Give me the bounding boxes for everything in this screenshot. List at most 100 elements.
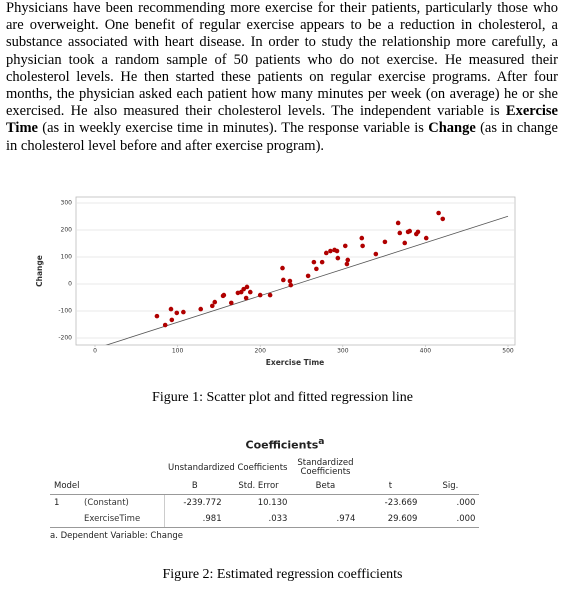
data-point [342, 243, 348, 249]
coefficients-table: Unstandardized Coefficients Standardized … [50, 458, 480, 528]
figure-caption: Figure 1: Scatter plot and fitted regres… [152, 390, 413, 405]
data-point [174, 310, 180, 316]
data-point [281, 277, 286, 283]
y-tick-label: 100 [61, 254, 73, 261]
regression-line [105, 215, 509, 345]
column-header: Std. Error [225, 477, 292, 495]
data-point [360, 243, 365, 249]
plot-area [105, 215, 509, 345]
bold-term: Change [428, 120, 476, 137]
data-point [257, 292, 263, 298]
data-point [241, 286, 246, 292]
table-cell: 29.609 [359, 510, 422, 528]
header-row: Model B Std. Error Beta t Sig. [50, 477, 480, 495]
x-axis-label: Exercise Time [266, 358, 325, 367]
y-tick-label: -100 [58, 308, 72, 315]
text-run: (as in change in cholesterol level befor… [6, 120, 558, 154]
header-cell [421, 458, 479, 478]
data-point [209, 303, 215, 309]
data-point [267, 292, 273, 298]
table-cell: 10.130 [257, 497, 288, 508]
empty-cell [50, 510, 80, 528]
x-tick-label: 200 [254, 348, 266, 355]
x-tick-label: 500 [502, 348, 514, 355]
table-cell: -23.669 [384, 497, 418, 508]
data-point [345, 257, 351, 263]
data-point [247, 289, 253, 295]
figure-caption: Figure 2: Estimated regression coefficie… [162, 567, 403, 582]
data-point [280, 265, 285, 271]
column-header: t [359, 477, 422, 495]
data-point [288, 282, 294, 288]
data-point [162, 322, 168, 328]
data-point [169, 317, 175, 323]
data-point [323, 250, 329, 256]
data-point [415, 229, 421, 235]
table-title-note: a [318, 436, 325, 447]
column-header: Model [50, 477, 164, 495]
y-axis-label: Change [35, 255, 44, 287]
data-point [395, 220, 401, 226]
table-cell: 1 [54, 497, 60, 508]
text-run: Physicians have been recommending more e… [6, 0, 558, 120]
table-title: Coefficientsa [90, 436, 480, 452]
x-tick-label: 100 [172, 348, 184, 355]
x-tick-label: 0 [93, 348, 97, 355]
coefficients-table-block: Coefficientsa Unstandardized Coefficient… [50, 436, 480, 541]
table-cell: .974 [291, 510, 360, 528]
table-row: 1 (Constant) -239.772 10.130 -23.669 .000 [50, 494, 479, 511]
body-paragraph: Physicians have been recommending more e… [6, 0, 558, 155]
table-cell: -239.772 [163, 494, 226, 511]
group-header: Unstandardized Coefficients [168, 462, 288, 473]
group-header: Standardized Coefficients [297, 457, 354, 477]
data-point [423, 235, 429, 241]
table-cell: .000 [421, 510, 480, 528]
data-point [440, 216, 446, 222]
table-cell: .033 [225, 510, 292, 528]
bold-term: Exercise Time [6, 103, 558, 137]
data-point [397, 230, 403, 236]
scatter-chart: Exercise Time Change -200 -100 0 100 200 300 0… [35, 196, 516, 367]
plot-frame [75, 196, 516, 346]
group-header-row: Unstandardized Coefficients Standardized … [50, 458, 479, 478]
y-tick-label: 200 [61, 227, 73, 234]
data-point [344, 261, 350, 267]
table-cell: .000 [456, 497, 476, 508]
header-cell [50, 458, 164, 478]
table-cell: .981 [163, 510, 226, 528]
data-point [335, 255, 341, 261]
column-header: B [164, 477, 226, 495]
data-point [407, 228, 413, 234]
data-point [243, 295, 249, 301]
x-tick-label: 300 [337, 348, 349, 355]
header-cell [359, 458, 421, 478]
data-point [319, 259, 325, 265]
data-point [228, 300, 234, 306]
data-point [373, 251, 379, 257]
data-point [402, 240, 408, 246]
data-point [311, 259, 317, 265]
data-point [244, 284, 250, 290]
data-point [168, 306, 174, 312]
column-header: Beta [291, 477, 360, 495]
data-point [287, 278, 293, 284]
data-point [359, 235, 365, 241]
table-cell: (Constant) [84, 497, 129, 508]
data-point [198, 306, 204, 312]
data-point [221, 292, 227, 298]
y-tick-label: -200 [58, 335, 72, 342]
data-point [436, 210, 441, 216]
table-title-text: Coefficients [245, 438, 319, 452]
y-tick-label: 300 [61, 200, 73, 207]
empty-cell [291, 494, 359, 511]
data-point [382, 239, 388, 245]
data-point [212, 299, 218, 305]
data-point [334, 248, 340, 254]
data-point [314, 266, 319, 272]
y-tick-label: 0 [68, 281, 72, 288]
data-point [181, 309, 186, 315]
data-point [305, 273, 311, 279]
table-footnote: a. Dependent Variable: Change [50, 530, 183, 541]
